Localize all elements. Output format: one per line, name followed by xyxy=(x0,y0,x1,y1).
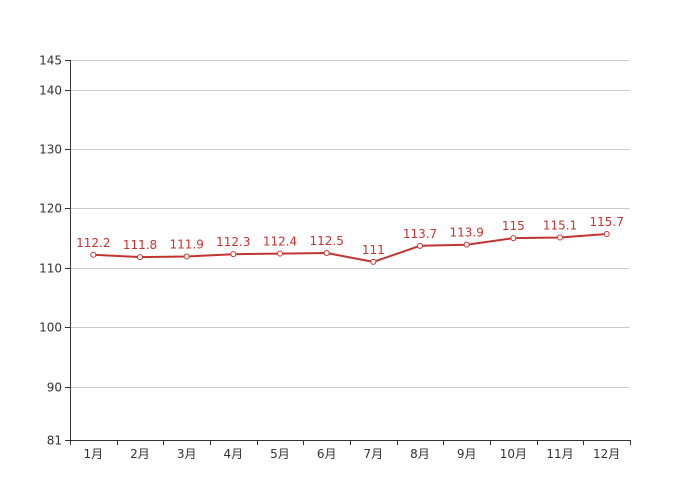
y-tick-label: 140 xyxy=(39,84,62,98)
data-point xyxy=(183,253,190,260)
y-tick-label: 145 xyxy=(39,54,62,68)
data-label: 112.4 xyxy=(263,235,297,249)
data-point xyxy=(277,250,283,257)
x-tick-label: 5月 xyxy=(270,447,290,461)
x-tick-label: 1月 xyxy=(84,447,104,461)
series-line xyxy=(93,233,607,263)
y-tick-label: 81 xyxy=(47,434,62,448)
data-label: 111 xyxy=(362,243,385,257)
x-tick-label: 2月 xyxy=(130,447,150,461)
series xyxy=(90,230,610,265)
data-label: 111.9 xyxy=(169,238,203,252)
data-point xyxy=(370,258,377,265)
data-label: 112.5 xyxy=(309,234,343,248)
data-point xyxy=(90,251,97,258)
data-label: 112.2 xyxy=(76,236,110,250)
x-tick-label: 3月 xyxy=(177,447,197,461)
x-tick-label: 9月 xyxy=(457,447,477,461)
x-tick-label: 6月 xyxy=(317,447,337,461)
data-point xyxy=(323,249,330,256)
data-label: 115.1 xyxy=(543,219,577,233)
x-tick-label: 4月 xyxy=(224,447,244,461)
axes: 81 90 100 110 120 130 140 145 1月 2月 3月 4月 5月 6月 7月 8月 9月… xyxy=(39,54,631,461)
x-tick-label: 8月 xyxy=(410,447,430,461)
gridlines xyxy=(70,60,630,388)
y-tick-label: 120 xyxy=(39,202,62,216)
y-tick-label: 90 xyxy=(47,381,62,395)
y-tick-label: 110 xyxy=(39,262,62,276)
data-point xyxy=(510,235,517,242)
data-point xyxy=(603,230,610,237)
data-labels: 112.2 111.8 111.9 112.3 112.4 112.5 111 113.7 11… xyxy=(76,215,624,257)
data-label: 113.9 xyxy=(449,226,483,240)
data-point xyxy=(137,254,143,261)
data-point xyxy=(557,234,563,241)
x-tick-label: 7月 xyxy=(364,447,384,461)
data-label: 115 xyxy=(502,219,525,233)
x-tick-label: 10月 xyxy=(500,447,527,461)
y-tick-label: 130 xyxy=(39,143,62,157)
data-point xyxy=(463,241,470,248)
data-label: 111.8 xyxy=(123,238,157,252)
data-point xyxy=(230,251,237,258)
data-point xyxy=(417,242,423,249)
data-label: 115.7 xyxy=(589,215,623,229)
x-tick-label: 12月 xyxy=(593,447,620,461)
data-label: 113.7 xyxy=(403,227,437,241)
y-tick-label: 100 xyxy=(39,321,62,335)
x-tick-label: 11月 xyxy=(546,447,573,461)
data-label: 112.3 xyxy=(216,235,250,249)
